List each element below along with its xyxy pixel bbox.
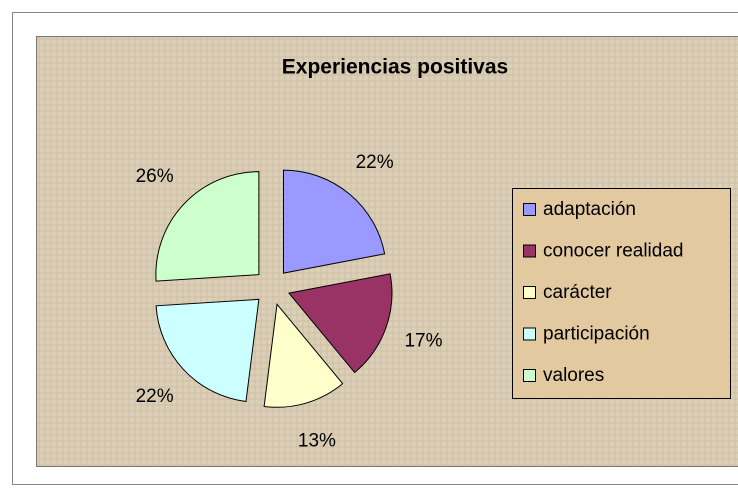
- pie-slice: [155, 171, 260, 282]
- legend-swatch: [523, 203, 536, 216]
- legend-label: conocer realidad: [543, 241, 683, 262]
- data-label: 17%: [404, 331, 442, 352]
- legend-label: valores: [543, 365, 604, 386]
- data-label: 26%: [136, 166, 174, 187]
- pie-slice: [282, 169, 386, 274]
- chart-title: Experiencias positivas: [282, 56, 508, 79]
- legend-swatch: [523, 244, 536, 258]
- legend-label: adaptación: [543, 199, 636, 220]
- legend-swatch: [523, 327, 536, 341]
- data-label: 22%: [136, 386, 174, 407]
- legend-label: carácter: [543, 282, 612, 303]
- data-label: 13%: [298, 431, 336, 452]
- legend-label: participación: [543, 324, 650, 345]
- pie-slice: [155, 298, 260, 403]
- legend-swatch: [523, 286, 536, 299]
- legend-swatch: [523, 369, 536, 382]
- data-label: 22%: [356, 152, 394, 173]
- legend: [512, 188, 731, 399]
- pie-slice: [288, 273, 393, 374]
- pie-slice: [263, 303, 344, 408]
